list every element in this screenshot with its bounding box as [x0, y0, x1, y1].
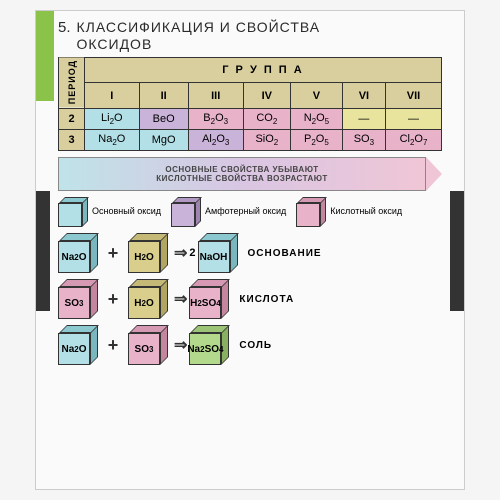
spine-label-right	[450, 191, 464, 311]
oxide-legend: Основный оксид Амфотерный оксид Кислотны…	[58, 197, 442, 227]
oxide-cell: B2O3	[188, 108, 243, 129]
period-3-row: 3Na2OMgOAl2O3SiO2P2O5SO3Cl2O7	[59, 130, 442, 151]
title-number: 5.	[58, 19, 71, 53]
title-line2: ОКСИДОВ	[77, 36, 321, 53]
cube-water: H2O	[128, 233, 168, 273]
group-numbers-row: IIIIIIIVVVIVII	[59, 83, 442, 109]
reaction-row: SO3 + H2O ⇒ H2SO4 КИСЛОТА	[58, 279, 442, 319]
oxide-cell: MgO	[139, 130, 188, 151]
legend-amph-label: Амфотерный оксид	[205, 207, 286, 217]
properties-arrow: ОСНОВНЫЕ СВОЙСТВА УБЫВАЮТ КИСЛОТНЫЕ СВОЙ…	[58, 157, 442, 191]
coefficient: 2	[189, 247, 195, 259]
group-col: III	[188, 83, 243, 109]
product-label: КИСЛОТА	[239, 294, 294, 305]
title: 5. КЛАССИФИКАЦИЯ И СВОЙСТВА ОКСИДОВ	[58, 19, 442, 53]
cube-basic: Na2O	[58, 233, 98, 273]
period-num: 2	[59, 108, 85, 129]
oxide-cell: —	[386, 108, 442, 129]
product-label: ОСНОВАНИЕ	[248, 248, 322, 259]
oxide-cell: CO2	[243, 108, 290, 129]
plus-icon: +	[104, 335, 122, 356]
arrow-line2: КИСЛОТНЫЕ СВОЙСТВА ВОЗРАСТАЮТ	[156, 174, 327, 183]
cube-water: H2O	[128, 279, 168, 319]
oxide-cell: Cl2O7	[386, 130, 442, 151]
cube-icon-acid	[296, 197, 326, 227]
title-line1: КЛАССИФИКАЦИЯ И СВОЙСТВА	[77, 19, 321, 36]
cube-basic: NaOH	[198, 233, 238, 273]
cube-icon-basic	[58, 197, 88, 227]
legend-basic: Основный оксид	[58, 197, 161, 227]
product-label: СОЛЬ	[239, 340, 272, 351]
arrow-line1: ОСНОВНЫЕ СВОЙСТВА УБЫВАЮТ	[165, 165, 318, 174]
oxide-cell: BeO	[139, 108, 188, 129]
cube-basic: Na2O	[58, 325, 98, 365]
side-tab-left	[36, 11, 54, 101]
arrow-body: ОСНОВНЫЕ СВОЙСТВА УБЫВАЮТ КИСЛОТНЫЕ СВОЙ…	[58, 157, 426, 191]
plus-icon: +	[104, 243, 122, 264]
period-num: 3	[59, 130, 85, 151]
oxide-cell: —	[342, 108, 385, 129]
cube-icon-amph	[171, 197, 201, 227]
cube-acid: H2SO4	[189, 279, 229, 319]
legend-acid: Кислотный оксид	[296, 197, 402, 227]
cube-acid: SO3	[58, 279, 98, 319]
oxide-cell: SiO2	[243, 130, 290, 151]
group-header: Г Р У П П А	[85, 57, 442, 83]
arrow-head-icon	[426, 157, 442, 191]
oxide-cell: SO3	[342, 130, 385, 151]
period-header: ПЕРИОД	[59, 57, 85, 108]
group-col: I	[85, 83, 140, 109]
group-col: VII	[386, 83, 442, 109]
chemistry-poster: 5. КЛАССИФИКАЦИЯ И СВОЙСТВА ОКСИДОВ ПЕРИ…	[35, 10, 465, 490]
arrow-icon: ⇒	[174, 335, 183, 355]
group-col: IV	[243, 83, 290, 109]
arrow-icon: ⇒	[174, 243, 183, 263]
arrow-icon: ⇒	[174, 289, 183, 309]
legend-acid-label: Кислотный оксид	[330, 207, 402, 217]
plus-icon: +	[104, 289, 122, 310]
group-col: V	[291, 83, 343, 109]
spine-label-left	[36, 191, 50, 311]
oxide-cell: P2O5	[291, 130, 343, 151]
oxide-cell: N2O5	[291, 108, 343, 129]
legend-basic-label: Основный оксид	[92, 207, 161, 217]
group-col: II	[139, 83, 188, 109]
group-col: VI	[342, 83, 385, 109]
title-text: КЛАССИФИКАЦИЯ И СВОЙСТВА ОКСИДОВ	[77, 19, 321, 53]
reaction-row: Na2O + H2O ⇒ 2NaOH ОСНОВАНИЕ	[58, 233, 442, 273]
oxide-cell: Li2O	[85, 108, 140, 129]
reaction-row: Na2O + SO3 ⇒ Na2SO4 СОЛЬ	[58, 325, 442, 365]
cube-acid: SO3	[128, 325, 168, 365]
reactions-list: Na2O + H2O ⇒ 2NaOH ОСНОВАНИЕ SO3 + H2O ⇒ H2SO4 КИСЛ…	[58, 233, 442, 365]
oxide-cell: Na2O	[85, 130, 140, 151]
oxide-cell: Al2O3	[188, 130, 243, 151]
oxide-classification-table: ПЕРИОД Г Р У П П А IIIIIIIVVVIVII 2Li2OB…	[58, 57, 442, 152]
cube-salt: Na2SO4	[189, 325, 229, 365]
period-2-row: 2Li2OBeOB2O3CO2N2O5——	[59, 108, 442, 129]
legend-amph: Амфотерный оксид	[171, 197, 286, 227]
